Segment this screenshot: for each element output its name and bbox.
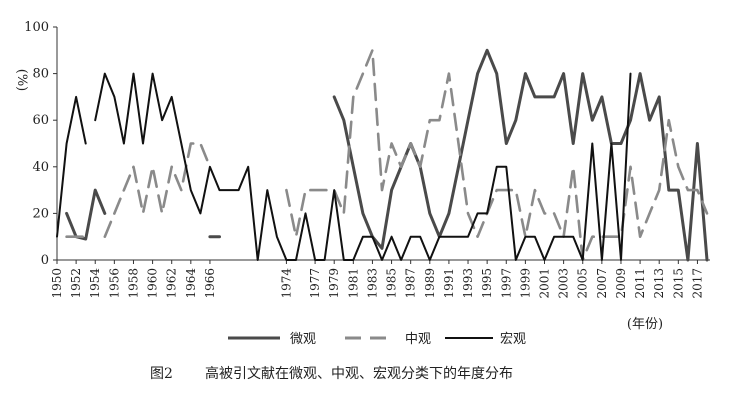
x-tick-label: 1958: [126, 268, 140, 299]
x-tick-label: 1987: [404, 268, 418, 299]
y-axis-label: (%): [14, 69, 29, 92]
x-tick-label: 2017: [690, 268, 704, 299]
legend: 微观 中观 宏观: [228, 332, 526, 347]
x-tick-label: 2013: [652, 268, 666, 299]
x-ticks: 1950 1952 1954 1956 1958 1960 1962 1964 1966 1974…: [50, 260, 704, 299]
caption-number: 图2: [150, 366, 173, 382]
x-tick-label: 1974: [279, 268, 293, 299]
legend-label-1: 微观: [290, 332, 316, 347]
x-tick-label: 1950: [50, 268, 64, 299]
x-tick-label: 1962: [165, 268, 179, 299]
legend-label-3: 宏观: [500, 332, 526, 347]
x-tick-label: 1985: [385, 268, 399, 299]
x-tick-label: 2011: [633, 268, 647, 299]
x-tick-label: 1993: [461, 268, 475, 299]
x-tick-label: 1964: [184, 268, 198, 299]
y-tick-label: 60: [32, 113, 49, 128]
x-tick-label: 1997: [499, 268, 513, 299]
x-tick-label: 1989: [423, 268, 437, 299]
caption-text: 高被引文献在微观、中观、宏观分类下的年度分布: [205, 365, 513, 382]
y-tick-label: 80: [32, 67, 49, 82]
x-tick-label: 2003: [557, 268, 571, 299]
x-tick-label: 1995: [480, 268, 494, 299]
x-tick-label: 1979: [327, 268, 341, 299]
series-lines: [56, 48, 709, 262]
x-tick-label: 1981: [346, 268, 360, 299]
x-tick-label: 1966: [203, 268, 217, 299]
x-axis-label: (年份): [627, 317, 663, 332]
x-tick-label: 2005: [576, 268, 590, 299]
x-tick-label: 2001: [538, 268, 552, 299]
x-tick-label: 1960: [146, 268, 160, 299]
x-tick-label: 2015: [671, 268, 685, 299]
y-tick-label: 40: [32, 160, 49, 175]
y-tick-label: 100: [24, 20, 49, 35]
x-tick-label: 2007: [595, 268, 609, 299]
series-1-segment-3: [332, 48, 709, 262]
x-tick-label: 1952: [69, 268, 83, 299]
x-tick-label: 1999: [518, 268, 532, 299]
x-tick-label: 1954: [88, 268, 102, 299]
series-2-segment-3: [285, 49, 709, 262]
series-3-segment-1: [56, 95, 87, 238]
x-tick-label: 1956: [107, 268, 121, 299]
y-tick-label: 20: [32, 206, 49, 221]
legend-label-2: 中观: [405, 332, 431, 347]
series-2-segment-2: [103, 142, 212, 238]
x-tick-label: 2009: [614, 268, 628, 299]
series-1-segment-1: [65, 188, 107, 241]
y-ticks: 0 20 40 60 80 100: [24, 20, 57, 268]
y-tick-label: 0: [41, 253, 49, 268]
x-tick-label: 1983: [365, 268, 379, 299]
series-3-segment-2: [94, 72, 632, 261]
x-tick-label: 1991: [442, 268, 456, 299]
x-tick-label: 1977: [308, 268, 322, 299]
